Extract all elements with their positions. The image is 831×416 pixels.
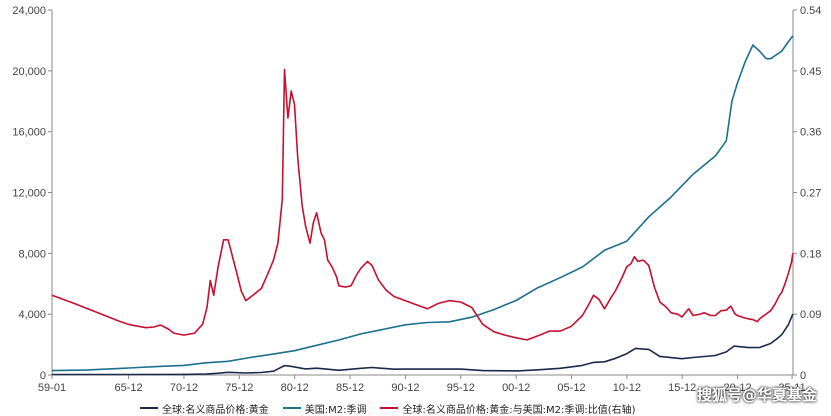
watermark: 搜狐号@华夏基金 bbox=[696, 386, 817, 404]
x-tick-label: 85-12 bbox=[336, 382, 364, 394]
y-left-tick-label: 0 bbox=[40, 370, 46, 382]
legend-label-gold: 全球:名义商品价格:黄金 bbox=[162, 404, 269, 416]
y-left-tick-label: 16,000 bbox=[12, 127, 46, 139]
x-tick-label: 25-11 bbox=[778, 382, 805, 394]
legend-swatch-m2 bbox=[282, 407, 301, 409]
x-tick-label: 20-12 bbox=[724, 382, 752, 394]
x-tick-label: 05-12 bbox=[557, 382, 585, 394]
legend-swatch-gold bbox=[140, 407, 158, 409]
legend-swatch-ratio bbox=[380, 407, 399, 409]
x-tick-label: 65-12 bbox=[115, 382, 143, 394]
y-right-tick-label: 0.45 bbox=[800, 66, 821, 78]
legend-item-ratio: 全球:名义商品价格:黄金:与美国:M2:季调:比值(右轴) bbox=[380, 401, 636, 416]
legend: 全球:名义商品价格:黄金 美国:M2:季调 全球:名义商品价格:黄金:与美国:M… bbox=[140, 401, 650, 416]
x-tick-label: 80-12 bbox=[281, 382, 309, 394]
legend-label-ratio: 全球:名义商品价格:黄金:与美国:M2:季调:比值(右轴) bbox=[402, 404, 636, 416]
legend-item-m2: 美国:M2:季调 bbox=[282, 401, 367, 416]
y-right-tick-label: 0.27 bbox=[800, 188, 821, 200]
y-left-tick-label: 20,000 bbox=[12, 66, 46, 78]
series-line-ratio bbox=[51, 68, 794, 341]
x-tick-label: 59-01 bbox=[38, 382, 66, 394]
x-tick-label: 00-12 bbox=[502, 382, 530, 394]
y-left-tick-label: 12,000 bbox=[12, 188, 46, 200]
legend-item-gold: 全球:名义商品价格:黄金 bbox=[140, 401, 269, 416]
y-right-tick-label: 0.54 bbox=[800, 5, 821, 17]
x-tick-label: 10-12 bbox=[613, 382, 641, 394]
y-left-tick-label: 4,000 bbox=[18, 309, 46, 321]
x-tick-label: 75-12 bbox=[225, 382, 253, 394]
series-line-m2 bbox=[51, 35, 794, 372]
y-right-tick-label: 0.09 bbox=[800, 309, 821, 321]
series-line-gold bbox=[52, 313, 794, 376]
x-tick-label: 70-12 bbox=[170, 382, 198, 394]
series-group bbox=[51, 35, 794, 376]
x-tick-label: 95-12 bbox=[447, 382, 475, 394]
x-tick-label: 90-12 bbox=[391, 382, 419, 394]
x-tick-label: 15-12 bbox=[668, 382, 696, 394]
legend-label-m2: 美国:M2:季调 bbox=[304, 404, 367, 416]
y-right-tick-label: 0 bbox=[800, 370, 806, 382]
y-left-tick-label: 24,000 bbox=[12, 5, 46, 17]
axes: 0 4,000 8,000 12,000 16,000 20,000 24,000 0 0.09… bbox=[12, 5, 821, 394]
chart: 0 4,000 8,000 12,000 16,000 20,000 24,000 0 0.09… bbox=[12, 5, 821, 394]
y-right-tick-label: 0.36 bbox=[800, 127, 821, 139]
y-left-tick-label: 8,000 bbox=[18, 248, 46, 260]
y-right-tick-label: 0.18 bbox=[800, 248, 821, 260]
